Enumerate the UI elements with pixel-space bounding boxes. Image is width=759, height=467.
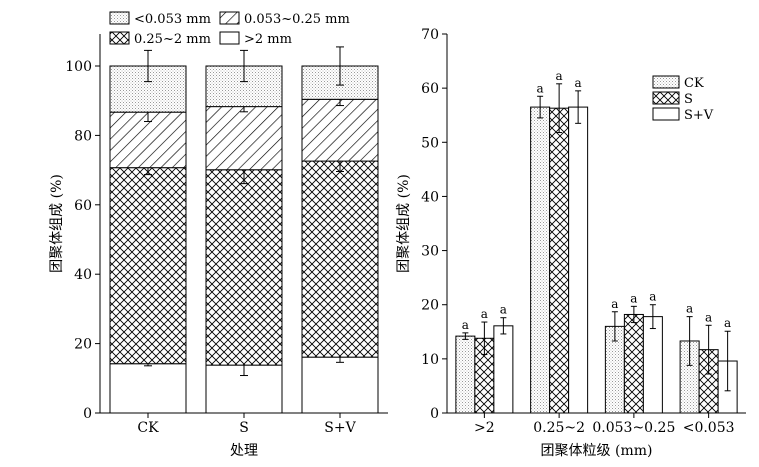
- legend-label: S+V: [684, 108, 714, 123]
- bar: [455, 335, 476, 414]
- legend-swatch: [109, 31, 130, 45]
- stacked-bar-segment: [109, 363, 187, 414]
- stacked-bar-segment: [301, 98, 379, 162]
- x-tick-label: 0.053~0.25: [592, 420, 675, 436]
- y-axis-title: 团聚体组成 (%): [49, 174, 65, 273]
- y-tick-label: 20: [421, 298, 439, 314]
- y-tick-label: 10: [421, 352, 439, 368]
- y-tick-label: 40: [74, 267, 92, 283]
- legend-swatch: [219, 31, 240, 45]
- x-axis-title: 团聚体粒级 (mm): [541, 443, 653, 459]
- legend-label: 0.25~2 mm: [134, 32, 211, 47]
- legend-label: >2 mm: [244, 32, 292, 47]
- legend-swatch: [652, 91, 680, 105]
- significance-label: a: [705, 310, 712, 324]
- y-tick-label: 0: [83, 406, 92, 422]
- significance-label: a: [556, 69, 563, 83]
- y-tick-label: 50: [421, 135, 439, 151]
- legend-swatch: [652, 75, 680, 89]
- significance-label: a: [724, 316, 731, 330]
- legend-swatch: [219, 11, 240, 25]
- y-tick-label: 100: [65, 59, 92, 75]
- legend-swatch: [109, 11, 130, 25]
- y-axis-title: 团聚体组成 (%): [396, 174, 412, 273]
- significance-label: a: [575, 76, 582, 90]
- legend-label: <0.053 mm: [134, 12, 211, 27]
- significance-label: a: [686, 302, 693, 316]
- legend-label: S: [684, 92, 693, 107]
- x-tick-label: 0.25~2: [533, 420, 585, 436]
- significance-label: a: [649, 290, 656, 304]
- x-tick-label: S+V: [324, 420, 356, 436]
- significance-label: a: [500, 303, 507, 317]
- significance-label: a: [481, 307, 488, 321]
- significance-label: a: [630, 291, 637, 305]
- legend-label: CK: [684, 76, 704, 91]
- x-tick-label: CK: [137, 420, 159, 436]
- bar: [623, 313, 644, 414]
- y-tick-label: 0: [430, 406, 439, 422]
- stacked-bar-segment: [301, 356, 379, 414]
- bar: [568, 106, 589, 414]
- stacked-bar-segment: [301, 160, 379, 358]
- y-tick-label: 20: [74, 337, 92, 353]
- y-tick-label: 60: [421, 81, 439, 97]
- x-axis-title: 处理: [230, 443, 258, 459]
- significance-label: a: [462, 318, 469, 332]
- y-tick-label: 80: [74, 128, 92, 144]
- bar: [642, 316, 663, 414]
- x-tick-label: >2: [474, 420, 495, 436]
- y-tick-label: 70: [421, 27, 439, 43]
- stacked-bar-segment: [109, 167, 187, 365]
- y-tick-label: 30: [421, 244, 439, 260]
- legend-swatch: [652, 107, 680, 121]
- legend-label: 0.053~0.25 mm: [244, 12, 350, 27]
- stacked-bar-segment: [205, 106, 283, 171]
- significance-label: a: [611, 297, 618, 311]
- x-tick-label: S: [239, 420, 249, 436]
- significance-label: a: [537, 81, 544, 95]
- bar: [493, 325, 514, 414]
- stacked-bar-segment: [205, 169, 283, 366]
- bar: [549, 107, 570, 414]
- x-tick-label: <0.053: [683, 420, 735, 436]
- stacked-bar-chart: 0 20 40 60 80 100 团聚体组成 (%) 处理 CK S S+V <0.053 mm 0.…: [49, 11, 388, 459]
- bar: [530, 106, 551, 414]
- y-tick-label: 40: [421, 189, 439, 205]
- y-tick-label: 60: [74, 198, 92, 214]
